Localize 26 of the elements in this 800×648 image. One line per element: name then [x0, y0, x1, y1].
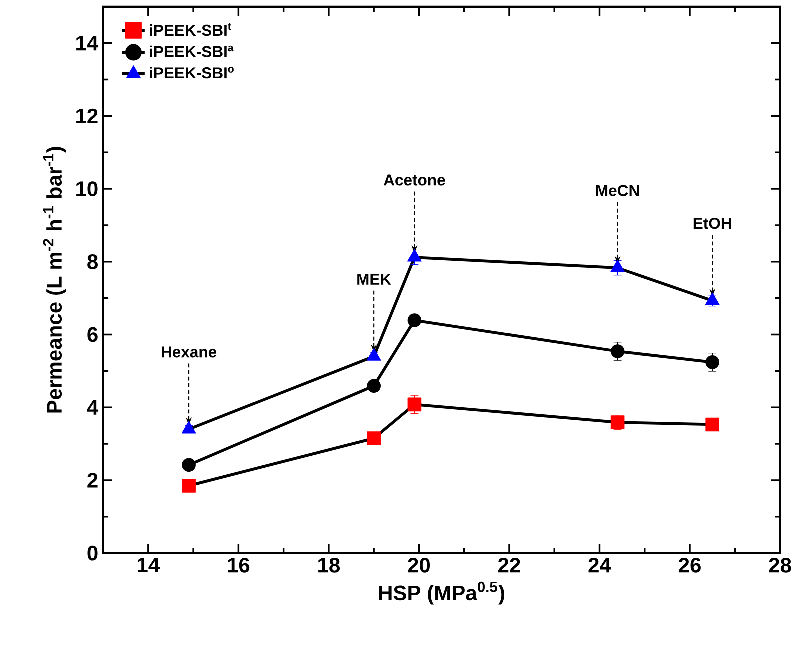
x-tick-label: 26	[679, 558, 701, 573]
y-tick-label: 6	[88, 327, 98, 342]
legend-label: iPEEK-SBI$^{a}$	[150, 46, 234, 58]
y-tick-label: 0	[88, 546, 98, 561]
y-tick-label: 2	[88, 473, 98, 488]
legend-label: iPEEK-SBI$^{t}$	[150, 23, 232, 36]
x-tick-label: 20	[408, 558, 430, 573]
annotation: EtOH	[694, 218, 732, 230]
x-tick-label: 18	[318, 558, 340, 573]
y-tick-label: 14	[76, 36, 99, 51]
x-tick-label: 14	[138, 558, 160, 572]
x-tick-label: 28	[769, 558, 792, 573]
x-tick-label: 22	[498, 558, 520, 573]
y-tick-label: 10	[76, 182, 98, 196]
y-axis-title: Permeance (L m$^{-2}$ h$^{-1}$ bar$^{-1}$)	[43, 147, 66, 413]
x-tick-label: 16	[228, 558, 250, 573]
annotation: MeCN	[596, 185, 640, 196]
x-tick-label: 24	[588, 558, 612, 573]
annotation: MEK	[358, 274, 392, 285]
annotation: Acetone	[384, 174, 446, 186]
legend-label: iPEEK-SBI$^{o}$	[150, 67, 234, 79]
y-tick-label: 4	[87, 400, 99, 415]
annotation: Hexane	[162, 346, 217, 358]
y-tick-label: 12	[76, 108, 98, 124]
x-axis-title: HSP (MPa$^{0.5}$)	[379, 582, 504, 605]
y-tick-label: 8	[88, 254, 98, 270]
